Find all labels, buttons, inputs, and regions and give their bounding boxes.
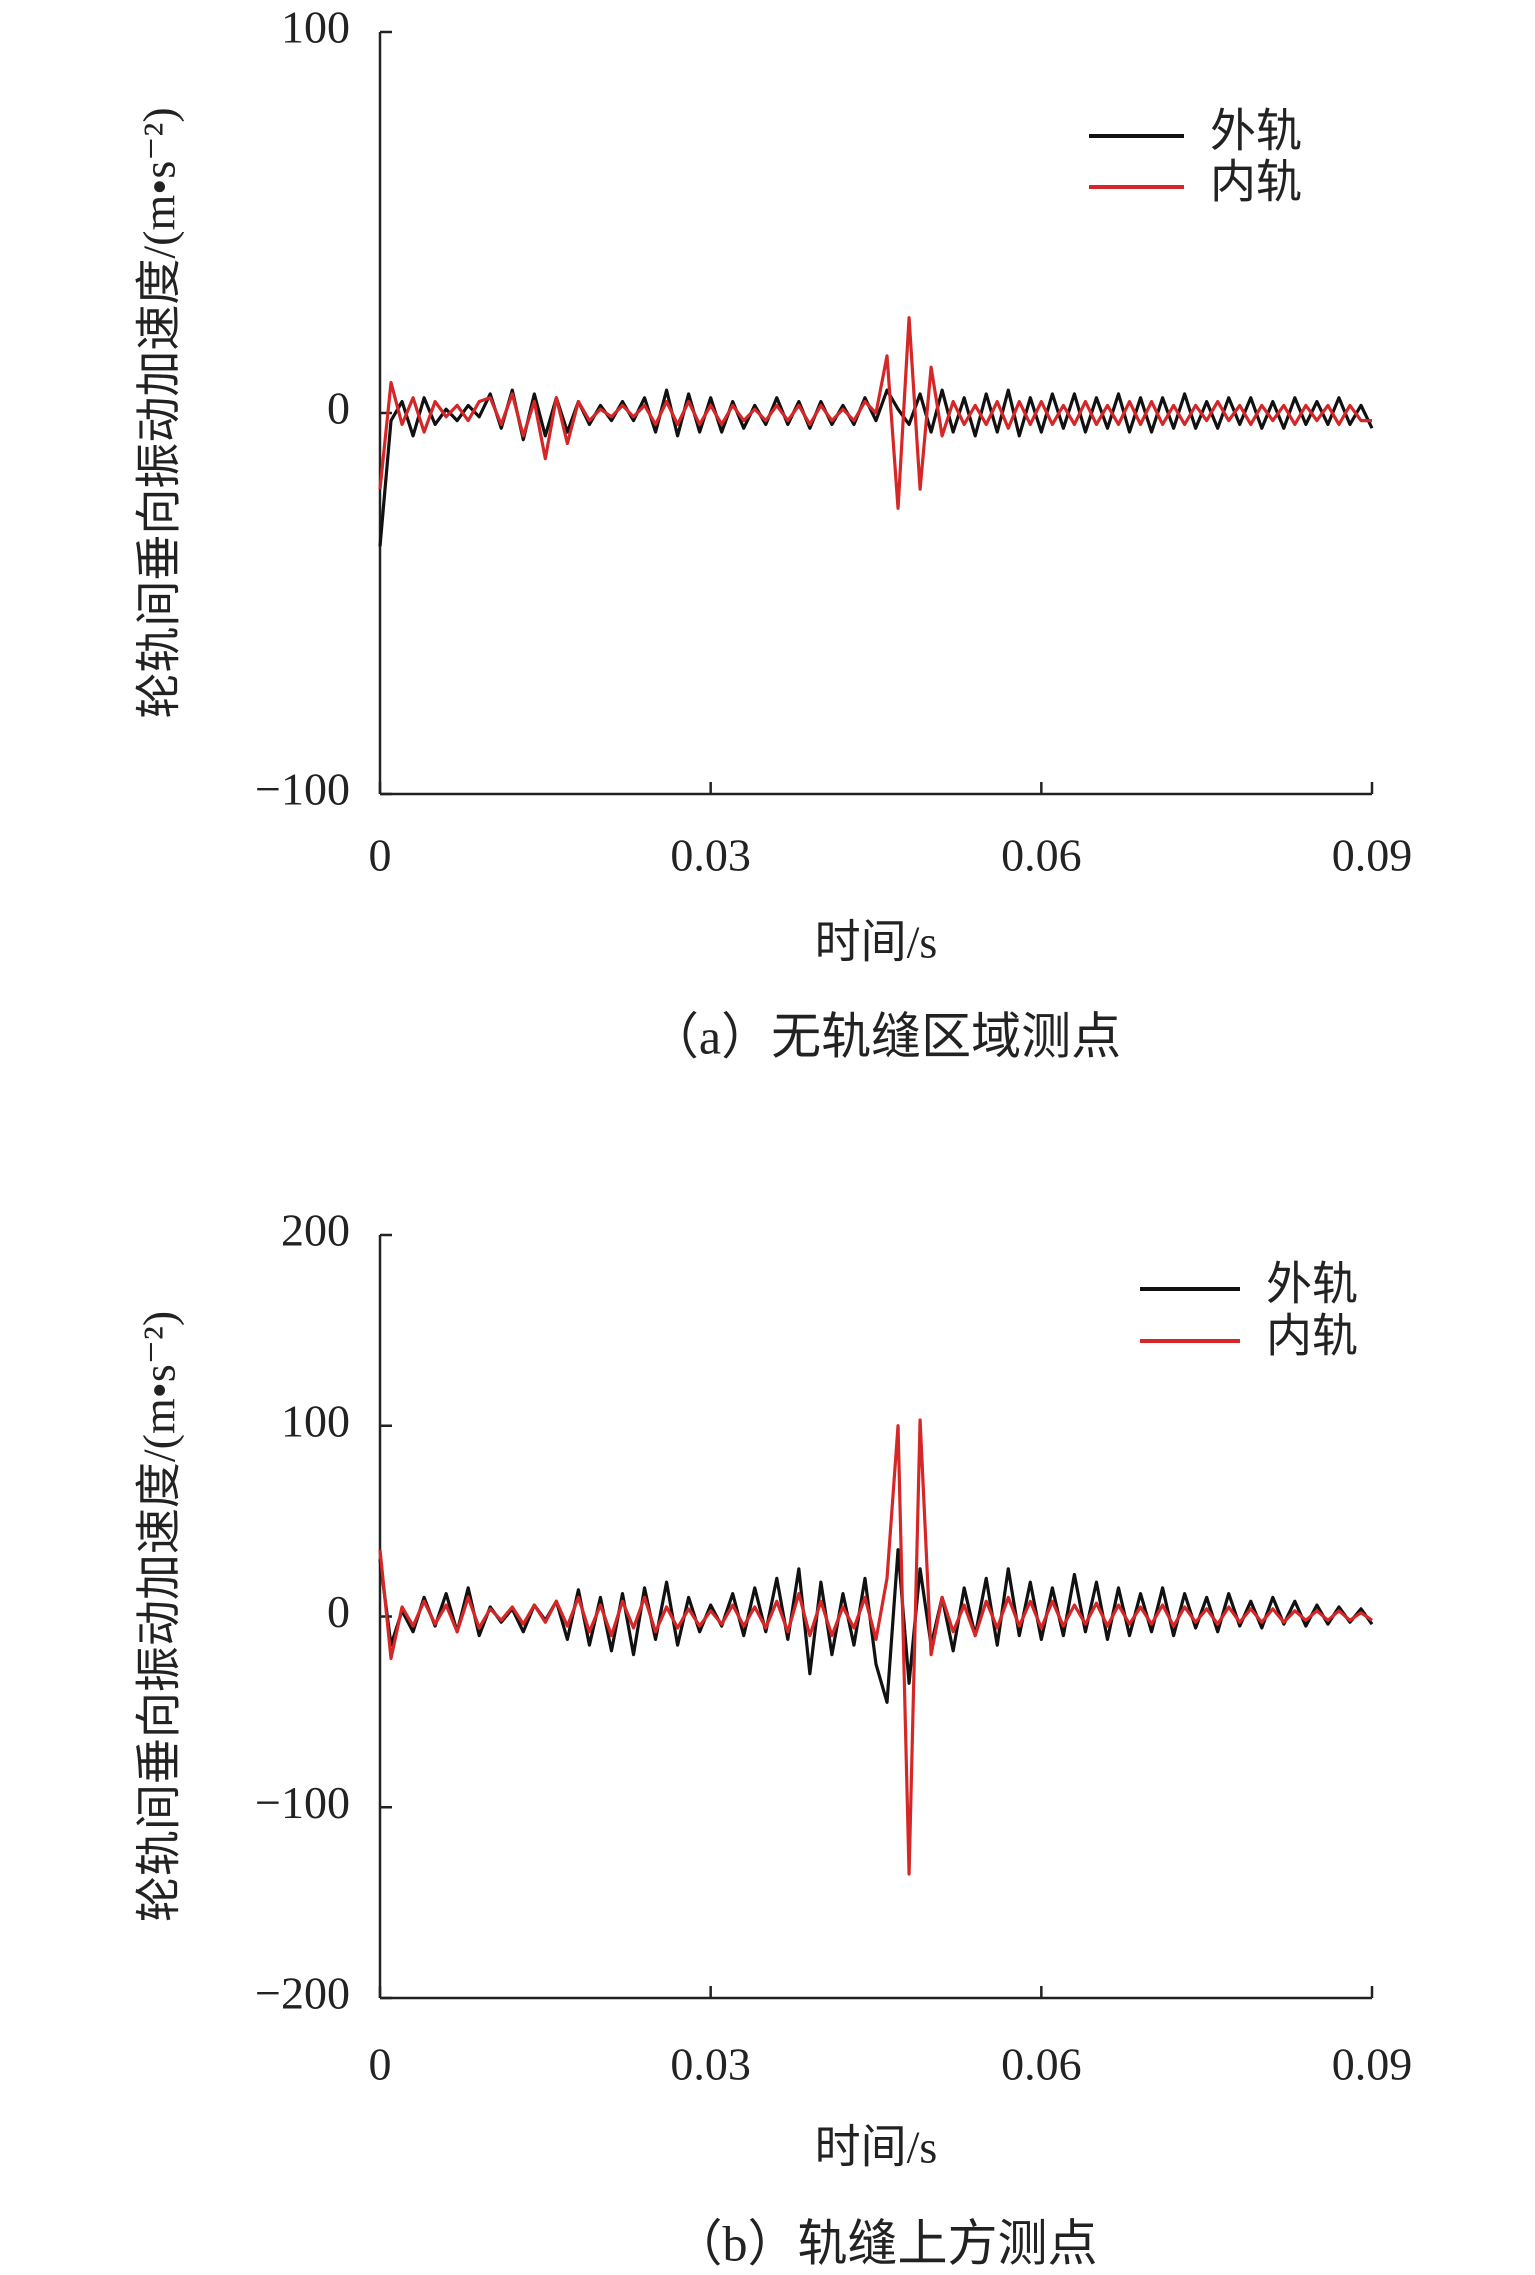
data-line — [378, 388, 1374, 547]
y-tick-label: 200 — [281, 1205, 350, 1256]
y-tick-label: −100 — [255, 764, 350, 815]
x-tick-label: 0 — [369, 830, 392, 881]
x-tick-label: 0.09 — [1332, 2039, 1413, 2090]
y-tick-label: −200 — [255, 1968, 350, 2019]
legend-label: 内轨 — [1266, 1311, 1358, 1362]
y-tick-label: 0 — [327, 1586, 350, 1637]
y-axis-title: 轮轨间垂向振动加速度/(m•s⁻²) — [134, 1311, 185, 1922]
x-tick-label: 0.03 — [670, 2039, 751, 2090]
data-line — [378, 1548, 1374, 1704]
x-tick-label: 0.06 — [1001, 830, 1082, 881]
x-tick-label: 0.06 — [1001, 2039, 1082, 2090]
x-tick-label: 0.03 — [670, 830, 751, 881]
chart: −200 −100 0 100 200 0 0.03 0.06 0.09 时间/s 轮轨间垂向振动加… — [134, 1205, 1413, 2272]
legend-label: 外轨 — [1266, 1259, 1358, 1310]
legend-label: 内轨 — [1210, 157, 1302, 208]
caption: （b）轨缝上方测点 — [673, 2215, 1098, 2271]
data-line — [378, 316, 1372, 510]
x-tick-label: 0.09 — [1332, 830, 1413, 881]
y-tick-label: 0 — [327, 383, 350, 434]
y-tick-label: −100 — [255, 1777, 350, 1828]
y-tick-label: 100 — [281, 1395, 350, 1446]
x-axis-title: 时间/s — [815, 2122, 938, 2173]
y-tick-label: 100 — [281, 2, 350, 53]
legend-label: 外轨 — [1210, 106, 1302, 157]
chart: −100 0 100 0 0.03 0.06 0.09 时间/s 轮轨间垂向振动加速度/(m•s… — [134, 2, 1413, 1065]
x-axis-title: 时间/s — [815, 917, 938, 968]
caption: （a）无轨缝区域测点 — [649, 1008, 1121, 1064]
y-axis-title: 轮轨间垂向振动加速度/(m•s⁻²) — [134, 107, 185, 718]
x-tick-label: 0 — [369, 2039, 392, 2090]
data-line — [378, 1418, 1373, 1876]
